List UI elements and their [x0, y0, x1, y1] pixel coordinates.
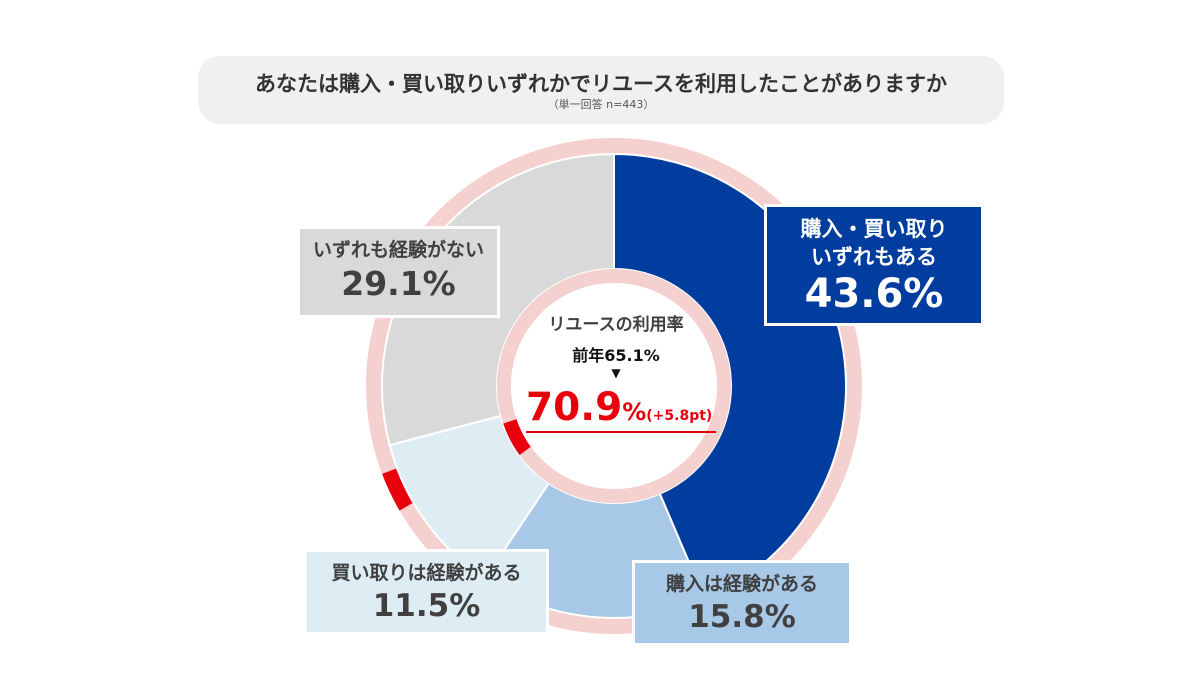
- center-delta: (+5.8pt): [646, 408, 713, 424]
- label-both-pct: 43.6%: [804, 271, 944, 317]
- center-prev-year: 前年65.1%: [572, 346, 660, 365]
- center-arrow: ▼: [611, 366, 621, 380]
- label-sell-pct: 11.5%: [372, 588, 481, 624]
- chart-title: あなたは購入・買い取りいずれかでリユースを利用したことがありますか: [255, 72, 947, 96]
- label-both-line1: 購入・買い取り: [800, 217, 948, 241]
- label-purchase-name: 購入は経験がある: [665, 573, 818, 595]
- label-none-name: いずれも経験がない: [312, 239, 484, 261]
- label-purchase: 購入は経験がある 15.8%: [632, 560, 852, 646]
- center-value-unit: %: [622, 398, 647, 426]
- outer-ring-accent: [382, 468, 414, 511]
- center-value-group: 70.9%(+5.8pt): [526, 386, 716, 433]
- title-banner: あなたは購入・買い取りいずれかでリユースを利用したことがありますか （単一回答 …: [198, 56, 1004, 124]
- donut-hole: [511, 283, 717, 489]
- label-purchase-pct: 15.8%: [688, 599, 796, 635]
- label-sell: 買い取りは経験がある 11.5%: [304, 549, 549, 635]
- center-value-number: 70.9: [526, 385, 623, 430]
- center-label: リユースの利用率: [516, 314, 716, 336]
- label-both-line2: いずれもある: [811, 245, 937, 269]
- label-both: 購入・買い取り いずれもある 43.6%: [764, 204, 984, 326]
- center-prev: 前年65.1% ▼: [516, 346, 716, 380]
- chart-subtitle: （単一回答 n=443）: [547, 98, 655, 111]
- label-none: いずれも経験がない 29.1%: [297, 226, 500, 318]
- inner-ring-accent: [503, 419, 531, 456]
- center-title: リユースの利用率: [548, 315, 684, 335]
- label-none-pct: 29.1%: [341, 264, 456, 303]
- label-sell-name: 買い取りは経験がある: [331, 562, 522, 584]
